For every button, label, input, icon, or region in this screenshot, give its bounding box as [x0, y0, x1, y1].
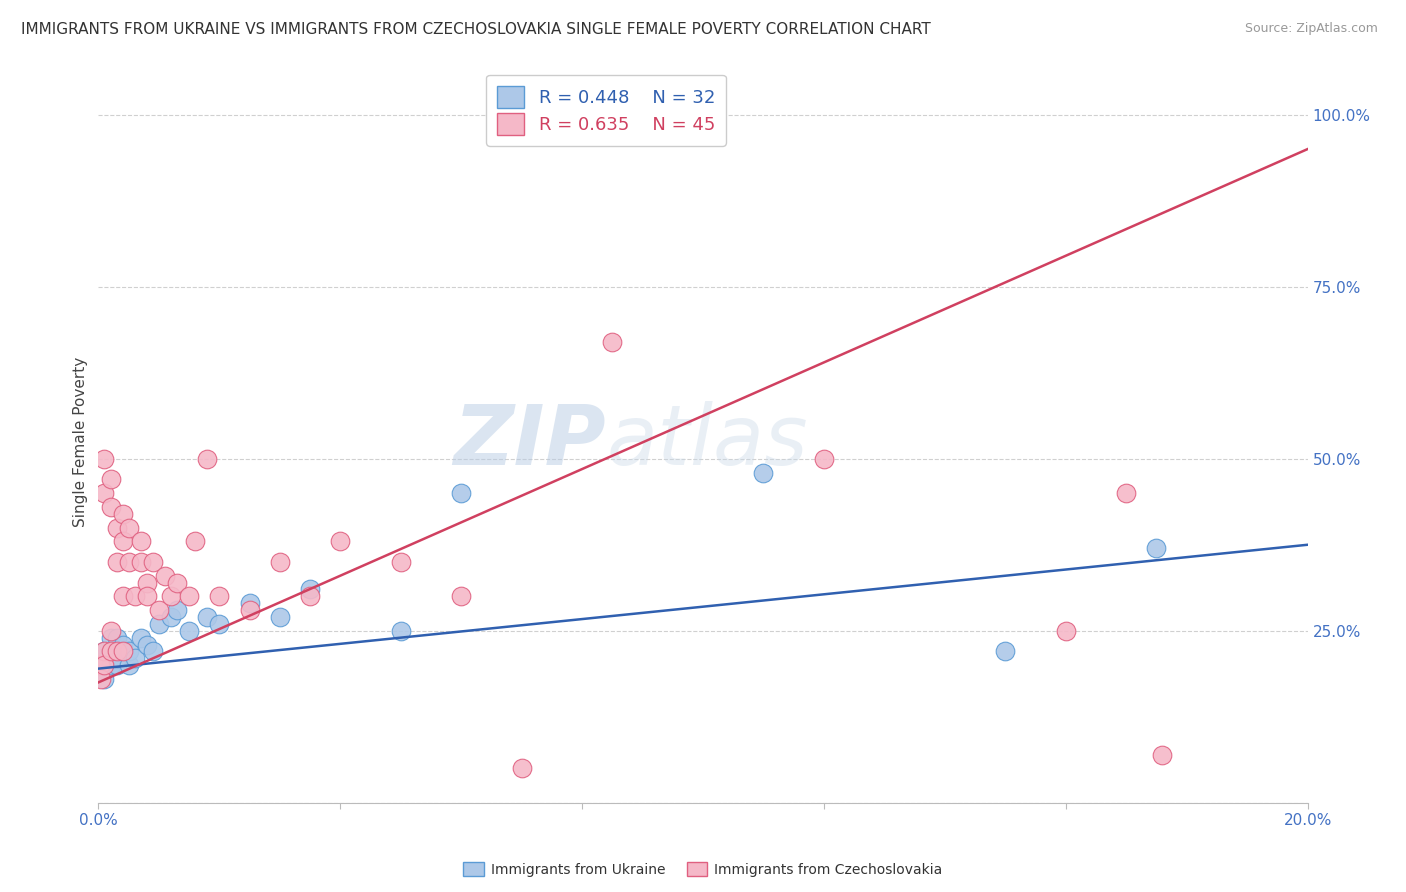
Point — [129, 631, 152, 645]
Point — [299, 590, 322, 604]
Text: ZIP: ZIP — [454, 401, 606, 482]
Point — [179, 590, 201, 604]
Point — [510, 761, 533, 775]
Point — [100, 644, 122, 658]
Point — [166, 575, 188, 590]
Point — [239, 603, 262, 617]
Point — [90, 672, 112, 686]
Point — [142, 644, 165, 658]
Point — [118, 555, 141, 569]
Point — [450, 486, 472, 500]
Point — [111, 534, 134, 549]
Point — [93, 644, 115, 658]
Point — [100, 472, 122, 486]
Point — [269, 610, 291, 624]
Point — [93, 651, 115, 665]
Point — [100, 658, 122, 673]
Point — [135, 590, 157, 604]
Point — [93, 486, 115, 500]
Point — [105, 555, 128, 569]
Point — [153, 568, 176, 582]
Point — [208, 616, 231, 631]
Point — [118, 520, 141, 534]
Point — [160, 610, 183, 624]
Point — [166, 603, 188, 617]
Point — [148, 603, 170, 617]
Point — [124, 590, 146, 604]
Point — [100, 644, 122, 658]
Point — [111, 638, 134, 652]
Point — [450, 590, 472, 604]
Point — [142, 555, 165, 569]
Point — [752, 466, 775, 480]
Point — [299, 582, 322, 597]
Point — [93, 644, 115, 658]
Point — [602, 334, 624, 349]
Point — [90, 662, 112, 676]
Point — [118, 658, 141, 673]
Point — [111, 644, 134, 658]
Point — [135, 638, 157, 652]
Point — [148, 616, 170, 631]
Point — [184, 534, 207, 549]
Point — [105, 520, 128, 534]
Y-axis label: Single Female Poverty: Single Female Poverty — [73, 357, 89, 526]
Point — [389, 624, 412, 638]
Text: Source: ZipAtlas.com: Source: ZipAtlas.com — [1244, 22, 1378, 36]
Point — [269, 555, 291, 569]
Point — [111, 507, 134, 521]
Point — [389, 555, 412, 569]
Point — [329, 534, 352, 549]
Point — [105, 651, 128, 665]
Point — [124, 651, 146, 665]
Point — [100, 631, 122, 645]
Point — [1054, 624, 1077, 638]
Point — [1144, 541, 1167, 556]
Legend: Immigrants from Ukraine, Immigrants from Czechoslovakia: Immigrants from Ukraine, Immigrants from… — [458, 856, 948, 882]
Point — [93, 672, 115, 686]
Text: IMMIGRANTS FROM UKRAINE VS IMMIGRANTS FROM CZECHOSLOVAKIA SINGLE FEMALE POVERTY : IMMIGRANTS FROM UKRAINE VS IMMIGRANTS FR… — [21, 22, 931, 37]
Point — [813, 451, 835, 466]
Point — [179, 624, 201, 638]
Point — [89, 658, 111, 673]
Point — [195, 610, 218, 624]
Text: atlas: atlas — [606, 401, 808, 482]
Point — [93, 658, 115, 673]
Point — [1152, 747, 1174, 762]
Point — [135, 575, 157, 590]
Point — [93, 451, 115, 466]
Point — [208, 590, 231, 604]
Point — [105, 644, 128, 658]
Point — [111, 644, 134, 658]
Point — [105, 658, 128, 673]
Point — [118, 644, 141, 658]
Point — [100, 500, 122, 514]
Point — [129, 555, 152, 569]
Point — [111, 590, 134, 604]
Point — [239, 596, 262, 610]
Point — [1115, 486, 1137, 500]
Point — [195, 451, 218, 466]
Point — [160, 590, 183, 604]
Point — [100, 624, 122, 638]
Point — [129, 534, 152, 549]
Point — [994, 644, 1017, 658]
Point — [105, 631, 128, 645]
